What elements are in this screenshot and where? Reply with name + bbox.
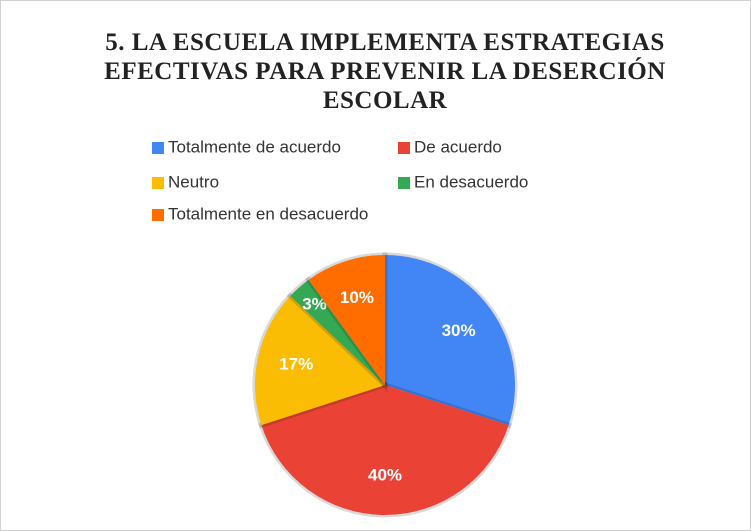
legend-swatch <box>152 142 164 154</box>
legend-swatch <box>398 142 410 154</box>
pie-slice <box>305 252 388 393</box>
data-label: 10% <box>340 288 374 307</box>
legend-swatch <box>152 209 164 221</box>
legend-label: Totalmente de acuerdo <box>168 137 341 156</box>
pie-slice <box>382 252 518 429</box>
legend-label: Totalmente en desacuerdo <box>168 204 368 223</box>
pie-slice <box>252 292 390 429</box>
pie-slice <box>258 382 512 518</box>
legend-swatch <box>152 177 164 189</box>
legend-label: Neutro <box>168 172 219 191</box>
legend-label: En desacuerdo <box>414 172 528 191</box>
legend-swatch <box>398 177 410 189</box>
legend-label: De acuerdo <box>414 137 502 156</box>
chart-title: 5. LA ESCUELA IMPLEMENTA ESTRATEGIAS EFE… <box>104 29 666 114</box>
data-label: 3% <box>302 295 327 314</box>
data-label: 40% <box>368 465 402 484</box>
data-label: 17% <box>279 355 313 374</box>
data-label: 30% <box>442 321 476 340</box>
pie-slice <box>286 276 388 387</box>
